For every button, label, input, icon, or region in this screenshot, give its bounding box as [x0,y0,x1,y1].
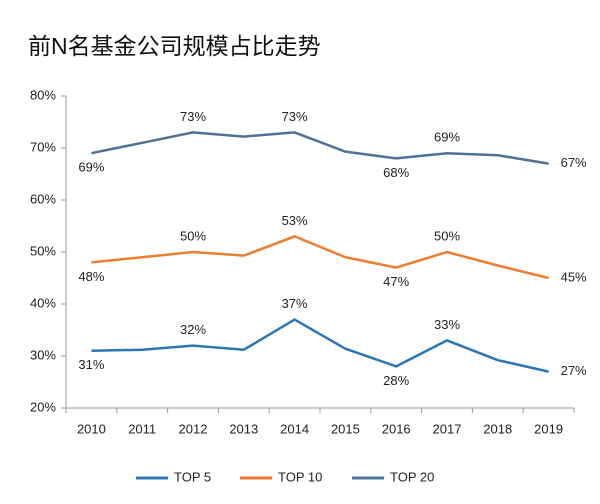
x-tick-label: 2018 [483,421,512,436]
legend-label: TOP 20 [390,469,434,484]
data-label: 68% [383,165,409,180]
series-line [91,318,549,373]
x-tick-label: 2017 [433,421,462,436]
legend-label: TOP 10 [278,469,322,484]
data-label: 45% [561,269,587,284]
series-line [91,131,549,165]
x-tick-label: 2014 [280,421,309,436]
y-tick-label: 30% [30,347,56,362]
data-label: 31% [78,357,104,372]
data-label: 32% [180,322,206,337]
data-label: 47% [383,274,409,289]
series-line [91,235,549,280]
x-tick-label: 2015 [331,421,360,436]
data-label: 50% [434,228,460,243]
data-label: 73% [180,109,206,124]
y-tick-label: 60% [30,191,56,206]
x-tick-label: 2016 [382,421,411,436]
y-tick-label: 40% [30,295,56,310]
data-label: 69% [434,130,460,145]
data-label: 50% [180,228,206,243]
data-label: 48% [78,269,104,284]
x-tick-label: 2011 [128,421,156,436]
data-label: 53% [282,213,308,228]
data-label: 67% [561,155,587,170]
data-label: 33% [434,317,460,332]
y-tick-label: 70% [30,139,56,154]
data-label: 27% [561,363,587,378]
data-label: 28% [383,373,409,388]
legend-label: TOP 5 [174,469,211,484]
x-tick-label: 2019 [534,421,563,436]
y-tick-label: 50% [30,243,56,258]
chart-title: 前N名基金公司规模占比走势 [28,33,321,59]
data-label: 69% [78,160,104,175]
data-label: 73% [282,109,308,124]
x-tick-label: 2010 [77,421,106,436]
data-label: 37% [282,296,308,311]
x-tick-label: 2013 [229,421,258,436]
y-tick-label: 80% [30,87,56,102]
x-tick-label: 2012 [179,421,208,436]
y-tick-label: 20% [30,399,56,414]
